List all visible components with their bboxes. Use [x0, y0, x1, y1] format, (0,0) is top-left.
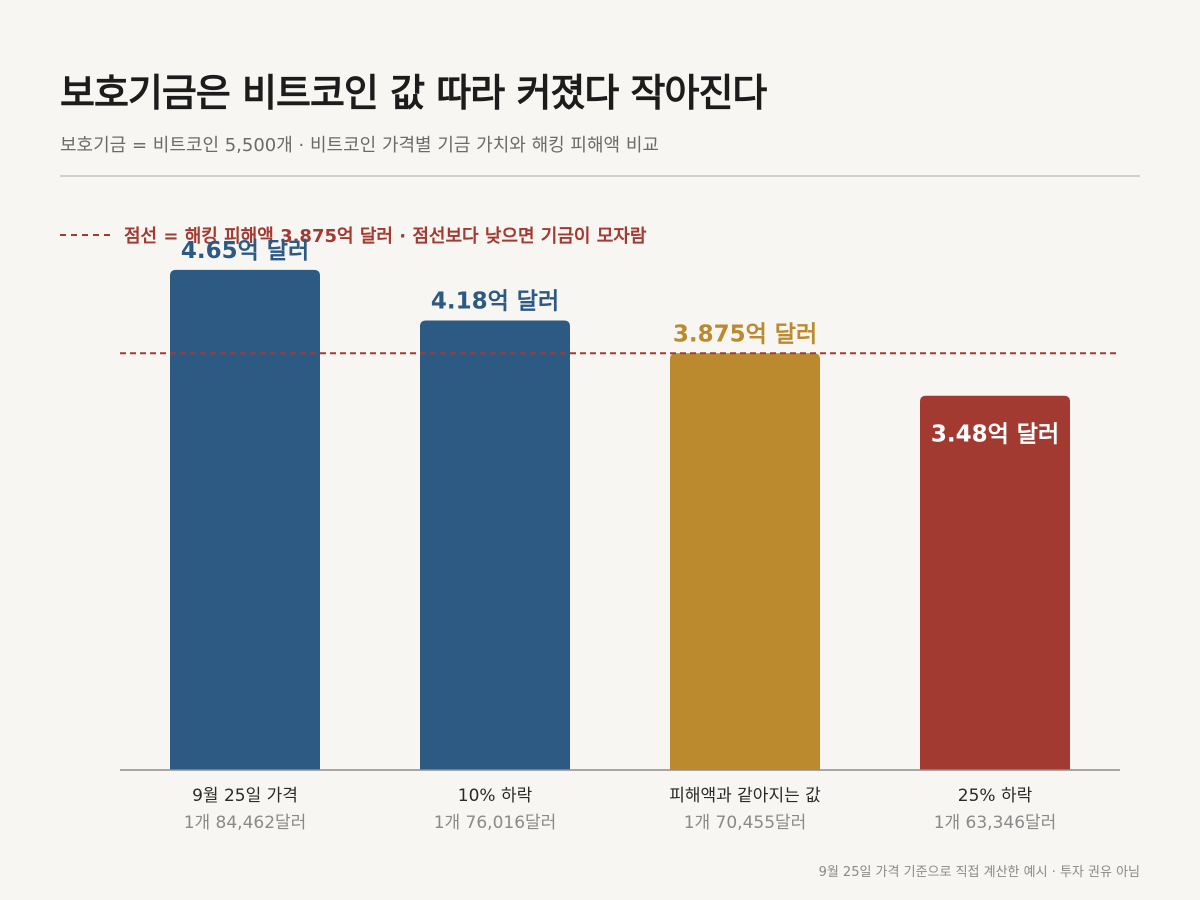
category-sublabel-4: 1개 63,346달러	[934, 813, 1057, 833]
category-label-4: 25% 하락	[958, 786, 1033, 806]
value-label-2: 4.18억 달러	[431, 288, 559, 314]
category-sublabel-3: 1개 70,455달러	[684, 813, 807, 833]
value-label-1: 4.65억 달러	[181, 238, 309, 264]
value-label-3: 3.875억 달러	[673, 321, 817, 347]
page-title: 보호기금은 비트코인 값 따라 커졌다 작아진다	[60, 71, 767, 115]
threshold-group	[120, 352, 1120, 771]
bar-1	[170, 269, 320, 770]
threshold-legend-text: 점선 = 해킹 피해액 3.875억 달러 · 점선보다 낮으면 기금이 모자람	[124, 226, 647, 247]
bar-3	[670, 353, 820, 770]
category-sublabel-2: 1개 76,016달러	[434, 813, 557, 833]
bars-group	[170, 269, 1070, 770]
labels-group: 4.65억 달러 9월 25일 가격 1개 84,462달러 4.18억 달러 10% …	[181, 238, 1059, 833]
category-label-1: 9월 25일 가격	[192, 786, 298, 806]
threshold-legend: 점선 = 해킹 피해액 3.875억 달러 · 점선보다 낮으면 기금이 모자람	[60, 222, 646, 248]
category-sublabel-1: 1개 84,462달러	[184, 813, 307, 833]
header-divider	[60, 175, 1140, 177]
dashed-line-sample	[60, 234, 110, 236]
page-subtitle: 보호기금 = 비트코인 5,500개 · 비트코인 가격별 기금 가치와 해킹 …	[60, 135, 659, 156]
category-label-3: 피해액과 같아지는 값	[669, 786, 821, 806]
category-label-2: 10% 하락	[458, 786, 533, 806]
value-label-4: 3.48억 달러	[931, 422, 1059, 448]
footnote: 9월 25일 가격 기준으로 직접 계산한 예시 · 투자 권유 아님	[818, 865, 1140, 880]
bar-2	[420, 320, 570, 770]
bar-4	[920, 395, 1070, 770]
